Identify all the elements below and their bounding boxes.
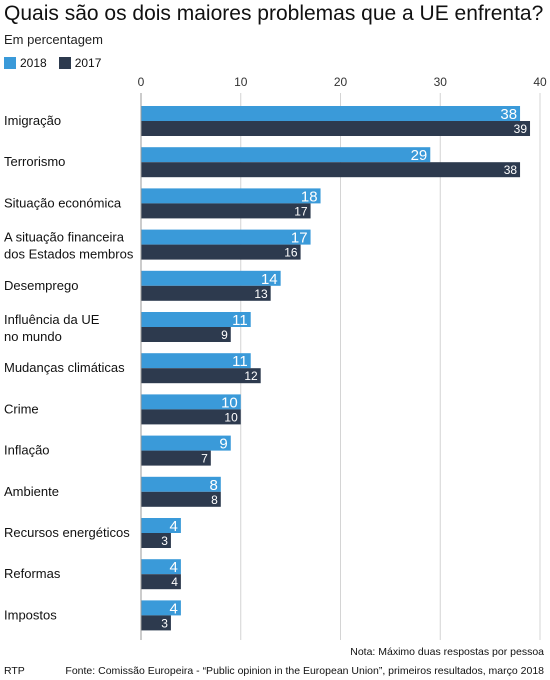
category-label: Influência da UE no mundo [4, 312, 100, 344]
data-label-2017: 7 [201, 452, 208, 466]
tick-label: 40 [533, 75, 547, 89]
category-label-line: dos Estados membros [4, 247, 134, 262]
category-label: Inflação [4, 443, 50, 458]
data-label-2018: 29 [411, 147, 428, 164]
legend-swatch-2018 [4, 57, 16, 69]
bar-2017 [141, 491, 221, 507]
chart-note: Nota: Máximo duas respostas por pessoa [350, 646, 544, 658]
category-label-line: no mundo [4, 329, 62, 344]
bar-2018 [141, 435, 231, 451]
category-label: Desemprego [4, 278, 78, 293]
category-label: Recursos energéticos [4, 525, 130, 540]
data-label-2017: 17 [294, 204, 308, 218]
bar-2017 [141, 121, 531, 136]
bar-2017 [141, 368, 261, 384]
bar-2017 [141, 409, 241, 425]
bar-2018 [141, 312, 251, 327]
data-label-2018: 4 [170, 600, 178, 617]
data-label-2017: 16 [284, 246, 298, 260]
bar-2017 [141, 574, 181, 590]
bar-2018 [141, 188, 321, 204]
bar-2017 [141, 533, 171, 548]
category-label: Situação económica [4, 195, 122, 210]
data-label-2017: 8 [211, 493, 218, 507]
bar-2018 [141, 518, 181, 533]
bar-2018 [141, 147, 431, 163]
legend-item-2018: 2018 [4, 56, 47, 70]
data-label-2017: 3 [161, 616, 168, 630]
data-label-2017: 10 [224, 410, 238, 424]
data-label-2017: 39 [514, 122, 528, 136]
data-label-2017: 4 [171, 575, 178, 589]
bar-2017 [141, 162, 521, 178]
bar-2018 [141, 600, 181, 616]
data-label-2018: 4 [170, 559, 178, 576]
footer-source: Fonte: Comissão Europeira - “Public opin… [65, 665, 544, 677]
data-label-2018: 17 [291, 230, 308, 247]
data-label-2017: 38 [504, 163, 518, 177]
category-label-line: Influência da UE [4, 312, 100, 327]
data-label-2017: 13 [254, 287, 268, 301]
data-label-2017: 3 [161, 534, 168, 548]
data-label-2018: 8 [209, 477, 217, 494]
data-label-2018: 14 [261, 271, 278, 288]
category-label: Ambiente [4, 484, 59, 499]
category-label: A situação financeira dos Estados membros [4, 230, 134, 262]
bar-2018 [141, 559, 181, 575]
bar-2018 [141, 476, 221, 492]
bar-2018 [141, 353, 251, 369]
bar-2017 [141, 615, 171, 631]
chart-title: Quais são os dois maiores problemas que … [4, 2, 544, 25]
legend-label-2018: 2018 [20, 56, 47, 70]
bar-2018 [141, 106, 521, 121]
legend-label-2017: 2017 [74, 56, 102, 70]
data-label-2018: 38 [500, 106, 517, 123]
category-label: Imigração [4, 113, 61, 128]
category-label: Crime [4, 401, 39, 416]
data-label-2018: 11 [232, 353, 248, 370]
category-label-line: A situação financeira [4, 230, 125, 245]
legend-swatch-2017 [58, 57, 71, 69]
bar-2017 [141, 450, 211, 466]
data-label-2018: 11 [232, 312, 248, 329]
bar-2017 [141, 327, 231, 342]
bar-2017 [141, 285, 271, 301]
bar-2017 [141, 244, 301, 260]
bar-2018 [141, 229, 311, 245]
legend: 2018 2017 [4, 56, 107, 70]
category-label: Impostos [4, 607, 57, 622]
category-label: Terrorismo [4, 154, 65, 169]
chart-subtitle: Em percentagem [4, 32, 103, 47]
bar-2017 [141, 203, 311, 219]
tick-label: 30 [434, 75, 448, 89]
data-label-2017: 12 [244, 369, 258, 383]
data-label-2018: 4 [170, 518, 178, 535]
category-label: Mudanças climáticas [4, 360, 125, 375]
tick-label: 20 [334, 75, 348, 89]
legend-item-2017: 2017 [58, 56, 102, 70]
data-label-2018: 10 [221, 394, 238, 411]
data-label-2017: 9 [221, 328, 228, 342]
category-label: Reformas [4, 566, 61, 581]
data-label-2018: 9 [219, 436, 227, 453]
bar-2018 [141, 270, 281, 286]
bar-2018 [141, 394, 241, 410]
tick-label: 0 [138, 75, 145, 89]
tick-label: 10 [234, 75, 248, 89]
data-label-2018: 18 [301, 188, 318, 205]
footer-credit: RTP [4, 665, 25, 677]
